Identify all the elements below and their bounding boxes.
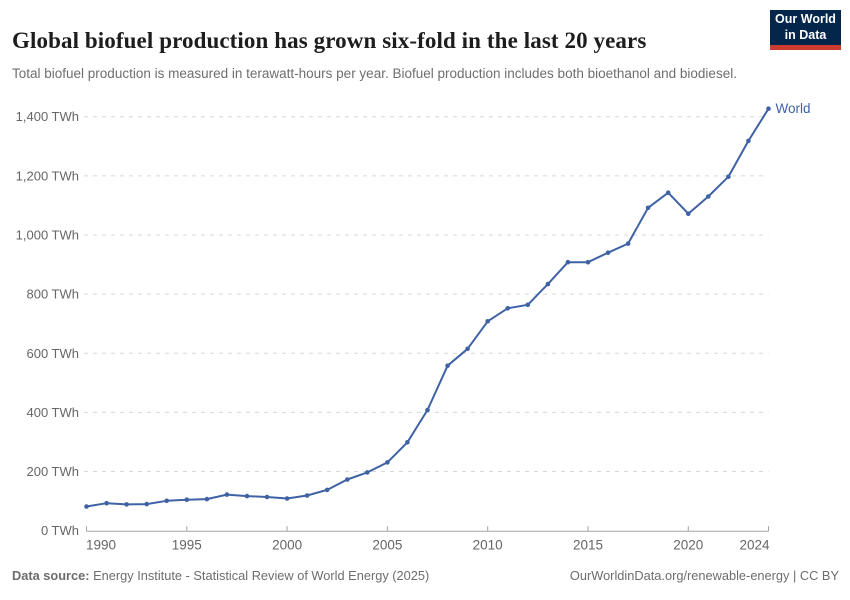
data-point-marker[interactable]: [324, 487, 330, 493]
owid-logo-line1: Our World: [775, 11, 836, 26]
y-axis-labels: 0 TWh 200 TWh 400 TWh 600 TWh 800 TWh 1,000 T…: [16, 109, 79, 538]
data-point-marker[interactable]: [365, 470, 370, 475]
owid-logo-line2: in Data: [784, 27, 827, 42]
data-point-marker[interactable]: [405, 440, 410, 445]
y-tick-label: 400 TWh: [26, 405, 79, 420]
x-tick-label: 1995: [172, 538, 202, 553]
owid-url-link[interactable]: OurWorldinData.org/renewable-energy: [569, 568, 790, 583]
page-title: Global biofuel production has grown six-…: [12, 28, 647, 54]
data-point-marker[interactable]: [485, 319, 491, 324]
x-tick-label: 2005: [372, 538, 402, 553]
data-point-marker[interactable]: [184, 497, 190, 503]
data-point-marker[interactable]: [665, 190, 671, 195]
series-world[interactable]: World: [84, 101, 811, 509]
data-point-marker[interactable]: [104, 500, 109, 506]
data-point-marker[interactable]: [585, 259, 591, 265]
data-point-marker[interactable]: [445, 363, 450, 369]
data-point-marker[interactable]: [144, 501, 149, 507]
data-point-marker[interactable]: [224, 492, 230, 497]
data-point-marker[interactable]: [244, 493, 250, 499]
data-point-marker[interactable]: [605, 250, 611, 255]
data-point-marker[interactable]: [204, 496, 210, 502]
data-point-marker[interactable]: [545, 281, 551, 287]
data-point-marker[interactable]: [425, 407, 430, 413]
data-source-note[interactable]: Data source: Energy Institute - Statisti…: [12, 568, 429, 583]
series-line[interactable]: [85, 107, 770, 508]
chart-subtitle: Total biofuel production is measured in …: [12, 65, 737, 81]
y-tick-label: 200 TWh: [26, 464, 79, 479]
y-tick-label: 1,400 TWh: [16, 109, 79, 124]
data-source-label: Data source:: [12, 568, 90, 583]
data-point-marker[interactable]: [766, 106, 771, 111]
y-tick-label: 1,000 TWh: [16, 227, 79, 242]
x-tick-label: 2000: [272, 538, 302, 553]
data-point-marker[interactable]: [385, 460, 390, 465]
data-point-marker[interactable]: [686, 211, 691, 216]
data-point-marker[interactable]: [726, 174, 731, 179]
x-tick-label: 2015: [573, 538, 603, 553]
data-point-marker[interactable]: [304, 493, 310, 498]
data-point-marker[interactable]: [465, 346, 470, 352]
x-axis-ticks: [86, 526, 769, 532]
x-tick-label: 2024: [739, 538, 770, 553]
series-end-label[interactable]: World: [776, 101, 811, 116]
data-point-marker[interactable]: [645, 205, 651, 211]
data-point-marker[interactable]: [505, 306, 511, 311]
data-point-marker[interactable]: [264, 494, 270, 500]
x-tick-label: 2010: [473, 538, 503, 553]
y-gridlines: [84, 116, 769, 473]
data-point-marker[interactable]: [164, 498, 169, 504]
x-axis-labels: 1990 1995 2000 2005 2010 2015 2020 2024: [86, 538, 770, 553]
y-tick-label: 1,200 TWh: [16, 168, 79, 183]
data-point-marker[interactable]: [525, 302, 531, 308]
data-point-marker[interactable]: [124, 502, 129, 507]
owid-logo[interactable]: Our World in Data: [770, 10, 841, 50]
data-point-marker[interactable]: [706, 194, 711, 199]
y-tick-label: 600 TWh: [26, 346, 79, 361]
data-point-marker[interactable]: [284, 496, 290, 501]
data-point-marker[interactable]: [746, 138, 751, 144]
footer-links: OurWorldinData.org/renewable-energy | CC…: [570, 568, 839, 583]
data-point-marker[interactable]: [84, 504, 89, 509]
data-point-marker[interactable]: [625, 241, 631, 246]
footer-separator: |: [789, 568, 800, 583]
data-source-text: Energy Institute - Statistical Review of…: [89, 568, 430, 583]
license-link[interactable]: CC BY: [799, 568, 839, 583]
data-point-marker[interactable]: [345, 477, 350, 482]
x-tick-label: 2020: [673, 538, 703, 553]
chart-footer: Data source: Energy Institute - Statisti…: [12, 568, 839, 583]
y-tick-label: 0 TWh: [41, 523, 79, 538]
data-point-marker[interactable]: [565, 259, 571, 265]
x-tick-label: 1990: [86, 538, 116, 553]
y-tick-label: 800 TWh: [26, 287, 79, 302]
